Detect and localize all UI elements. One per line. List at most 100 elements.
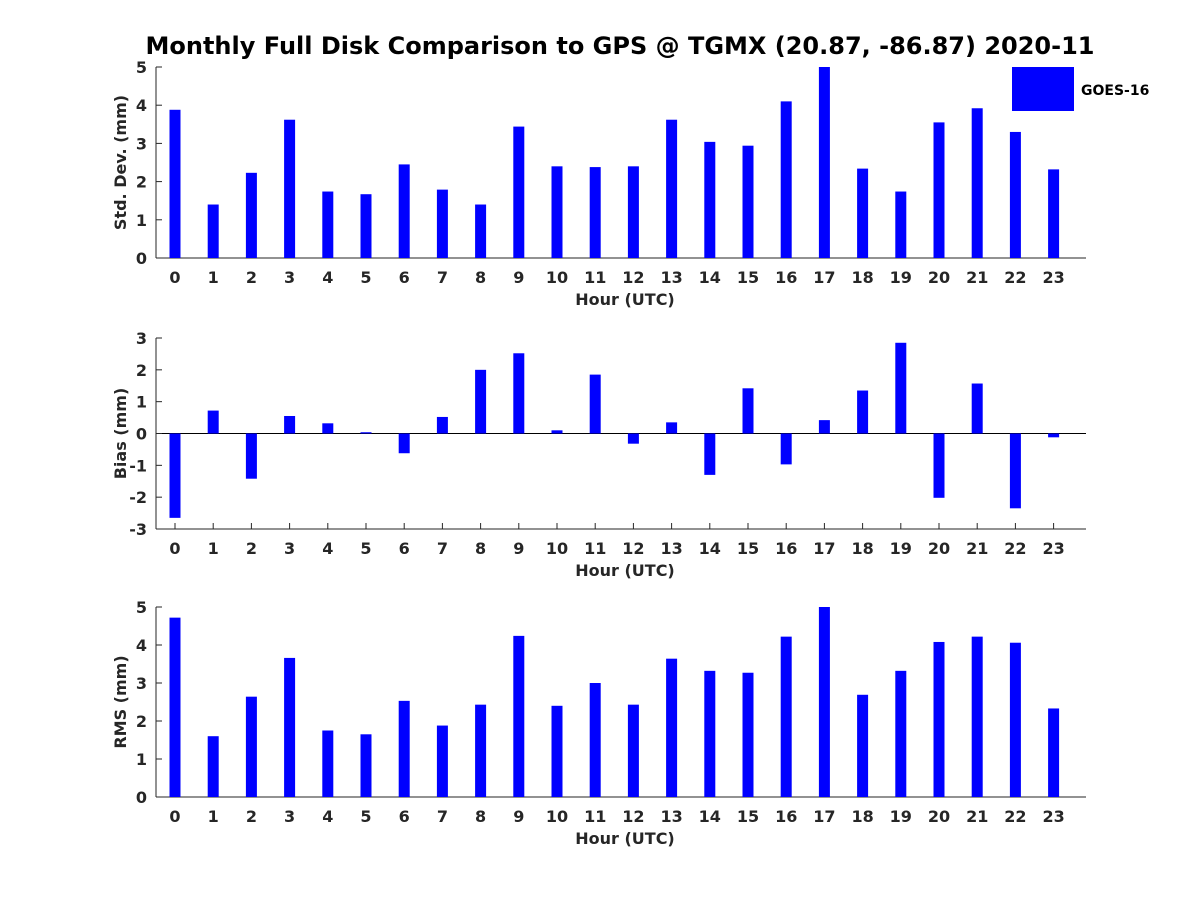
y-tick-label: 4 (136, 96, 147, 115)
bar (475, 204, 487, 258)
x-tick-label: 20 (928, 268, 950, 287)
bar (818, 420, 830, 434)
bar (589, 167, 601, 258)
bar (627, 433, 639, 444)
x-tick-label: 7 (437, 807, 448, 826)
x-tick-label: 17 (813, 539, 835, 558)
bar (933, 641, 945, 797)
bar (475, 369, 487, 434)
y-tick-label: 2 (136, 361, 147, 380)
x-tick-label: 19 (890, 539, 912, 558)
bar (704, 141, 716, 258)
bar (704, 433, 716, 475)
bar (207, 736, 219, 797)
x-tick-label: 4 (322, 807, 333, 826)
chart-title: Monthly Full Disk Comparison to GPS @ TG… (146, 32, 1095, 60)
bar (780, 101, 792, 258)
bar (971, 108, 983, 258)
y-axis-label: Bias (mm) (111, 388, 130, 480)
x-tick-label: 4 (322, 539, 333, 558)
y-tick-label: 5 (136, 58, 147, 77)
x-tick-label: 14 (699, 268, 721, 287)
bar (436, 725, 448, 797)
x-tick-label: 14 (699, 539, 721, 558)
x-tick-label: 12 (622, 539, 644, 558)
bar (1048, 433, 1060, 438)
x-tick-label: 2 (246, 807, 257, 826)
x-tick-label: 18 (851, 539, 873, 558)
bar (666, 422, 678, 434)
x-tick-label: 21 (966, 268, 988, 287)
x-tick-label: 13 (660, 268, 682, 287)
x-tick-label: 1 (208, 268, 219, 287)
y-tick-label: 4 (136, 636, 147, 655)
x-tick-label: 11 (584, 539, 606, 558)
y-axis-label: Std. Dev. (mm) (111, 95, 130, 230)
y-tick-label: 3 (136, 674, 147, 693)
y-tick-label: 2 (136, 173, 147, 192)
bar (207, 410, 219, 434)
x-tick-label: 1 (208, 807, 219, 826)
x-tick-label: 15 (737, 268, 759, 287)
y-tick-label: -2 (129, 488, 147, 507)
x-tick-label: 18 (851, 807, 873, 826)
x-tick-label: 16 (775, 807, 797, 826)
bar (857, 390, 869, 434)
x-tick-label: 9 (513, 539, 524, 558)
bar (742, 388, 754, 434)
y-tick-label: -3 (129, 520, 147, 539)
x-tick-label: 10 (546, 539, 568, 558)
bar (245, 172, 257, 258)
x-tick-label: 7 (437, 539, 448, 558)
bar (360, 194, 372, 258)
x-tick-label: 11 (584, 807, 606, 826)
bar (551, 166, 563, 258)
x-tick-label: 8 (475, 807, 486, 826)
x-tick-label: 6 (399, 268, 410, 287)
x-tick-label: 17 (813, 807, 835, 826)
x-tick-label: 23 (1042, 807, 1064, 826)
x-tick-label: 3 (284, 539, 295, 558)
bar (398, 433, 410, 454)
x-tick-label: 13 (660, 807, 682, 826)
x-tick-label: 5 (360, 268, 371, 287)
bar (1009, 433, 1021, 509)
bar (169, 109, 181, 258)
x-tick-label: 10 (546, 268, 568, 287)
bar (513, 635, 525, 797)
x-tick-label: 8 (475, 268, 486, 287)
bar (589, 683, 601, 797)
x-tick-label: 1 (208, 539, 219, 558)
x-axis-label: Hour (UTC) (575, 829, 675, 848)
bar (627, 704, 639, 797)
x-tick-label: 13 (660, 539, 682, 558)
bar (169, 617, 181, 797)
bar (360, 734, 372, 797)
x-tick-label: 20 (928, 539, 950, 558)
bar (245, 696, 257, 797)
bar (1048, 169, 1060, 258)
x-tick-label: 19 (890, 268, 912, 287)
y-tick-label: 3 (136, 329, 147, 348)
bar (1009, 642, 1021, 797)
bar (169, 433, 181, 518)
bar (933, 122, 945, 258)
x-tick-label: 22 (1004, 807, 1026, 826)
x-tick-label: 15 (737, 539, 759, 558)
x-tick-label: 20 (928, 807, 950, 826)
x-tick-label: 15 (737, 807, 759, 826)
bar (742, 672, 754, 797)
x-tick-label: 7 (437, 268, 448, 287)
x-tick-label: 12 (622, 807, 644, 826)
legend: GOES-16 (1012, 67, 1149, 111)
x-tick-label: 2 (246, 539, 257, 558)
x-tick-label: 4 (322, 268, 333, 287)
x-tick-label: 10 (546, 807, 568, 826)
x-tick-label: 22 (1004, 268, 1026, 287)
bar (704, 670, 716, 797)
x-tick-label: 21 (966, 807, 988, 826)
x-tick-label: 6 (399, 807, 410, 826)
